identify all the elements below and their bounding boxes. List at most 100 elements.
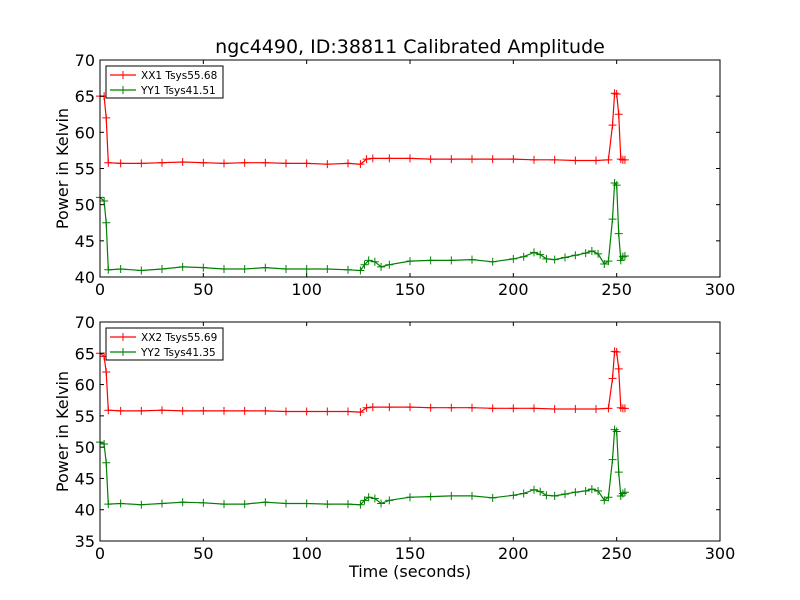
data-point	[356, 500, 365, 509]
data-point	[610, 425, 619, 434]
data-point	[302, 407, 311, 416]
data-point	[323, 407, 332, 416]
data-point	[385, 496, 394, 505]
data-point	[594, 486, 603, 495]
legend-marker	[119, 86, 127, 94]
data-point	[116, 159, 125, 168]
data-point	[323, 500, 332, 509]
y-tick-label: 35	[75, 532, 95, 551]
data-point	[612, 89, 621, 98]
legend-marker	[119, 71, 127, 79]
data-point	[368, 154, 377, 163]
legend: XX1 Tsys55.68 YY1 Tsys41.51	[105, 65, 224, 99]
data-point	[137, 500, 146, 509]
y-tick-label: 55	[75, 160, 95, 179]
data-point	[618, 252, 627, 261]
series-2-2	[96, 425, 629, 509]
data-point	[587, 485, 596, 494]
data-point	[488, 404, 497, 413]
data-point	[426, 256, 435, 265]
x-tick-label: 250	[601, 280, 632, 299]
data-point	[604, 257, 613, 266]
x-tick-label: 150	[395, 544, 426, 563]
data-point	[220, 406, 228, 415]
y-tick-label: 40	[75, 268, 95, 287]
data-point	[282, 159, 290, 168]
x-tick-label: 150	[395, 280, 426, 299]
data-point	[104, 158, 113, 167]
x-tick-label: 300	[705, 280, 736, 299]
data-point	[592, 404, 600, 413]
data-point	[509, 254, 518, 263]
data-point	[488, 155, 497, 164]
series-line	[100, 92, 625, 165]
data-point	[581, 486, 590, 495]
y-tick-label: 60	[75, 123, 95, 142]
x-tick-label: 50	[193, 544, 213, 563]
data-point	[447, 256, 456, 265]
data-point	[610, 347, 619, 356]
data-point	[199, 406, 208, 415]
data-point	[323, 160, 332, 169]
legend-label: YY2 Tsys41.35	[140, 347, 216, 359]
data-point	[102, 458, 111, 467]
data-point	[220, 265, 228, 274]
data-point	[620, 252, 629, 261]
data-point	[240, 158, 249, 167]
data-point	[600, 496, 609, 505]
data-point	[102, 113, 111, 122]
x-axis-label: Time (seconds)	[348, 562, 471, 581]
x-tick-label: 250	[601, 544, 632, 563]
data-point	[199, 263, 208, 272]
y-tick-label: 65	[75, 344, 95, 363]
data-point	[530, 404, 538, 413]
data-point	[240, 500, 249, 509]
data-point	[581, 249, 590, 258]
y-tick-label: 40	[75, 501, 95, 520]
data-point	[571, 404, 580, 413]
y-tick-label: 45	[75, 469, 95, 488]
data-point	[102, 218, 111, 227]
data-point	[344, 159, 352, 168]
data-point	[530, 155, 538, 164]
data-point	[137, 406, 146, 415]
data-point	[100, 440, 109, 449]
data-point	[261, 498, 270, 507]
data-point	[509, 155, 518, 164]
plots-container: 0 50 100 150 200 250 300 40 45 50 55 60 65 70 Power in…	[53, 51, 735, 563]
data-point	[385, 403, 394, 412]
data-point	[612, 348, 621, 357]
data-point	[116, 499, 125, 508]
data-point	[614, 229, 623, 238]
data-point	[178, 262, 187, 271]
x-tick-label: 0	[95, 544, 105, 563]
data-point	[240, 406, 249, 415]
legend-box	[105, 327, 224, 361]
data-point	[542, 491, 551, 500]
data-point	[616, 155, 625, 164]
data-point	[385, 260, 394, 269]
data-point	[550, 491, 559, 500]
data-point	[612, 427, 621, 436]
data-point	[220, 159, 228, 168]
data-point	[370, 257, 379, 266]
data-point	[100, 197, 109, 206]
data-point	[426, 492, 435, 501]
data-point	[158, 265, 166, 274]
y-tick-label: 55	[75, 407, 95, 426]
data-point	[370, 494, 379, 503]
data-point	[360, 496, 369, 505]
data-point	[364, 256, 373, 265]
y-tick-label: 65	[75, 87, 95, 106]
series-2-1	[96, 347, 629, 417]
subplot-1: 0 50 100 150 200 250 300 40 45 50 55 60 65 70 Power in…	[53, 51, 735, 299]
legend-label: YY1 Tsys41.51	[140, 85, 216, 97]
data-point	[377, 262, 386, 271]
x-tick-label: 0	[95, 280, 105, 299]
y-tick-label: 50	[75, 196, 95, 215]
data-point	[362, 155, 371, 164]
data-point	[620, 404, 629, 413]
x-tick-label: 100	[291, 280, 322, 299]
data-point	[468, 491, 476, 500]
